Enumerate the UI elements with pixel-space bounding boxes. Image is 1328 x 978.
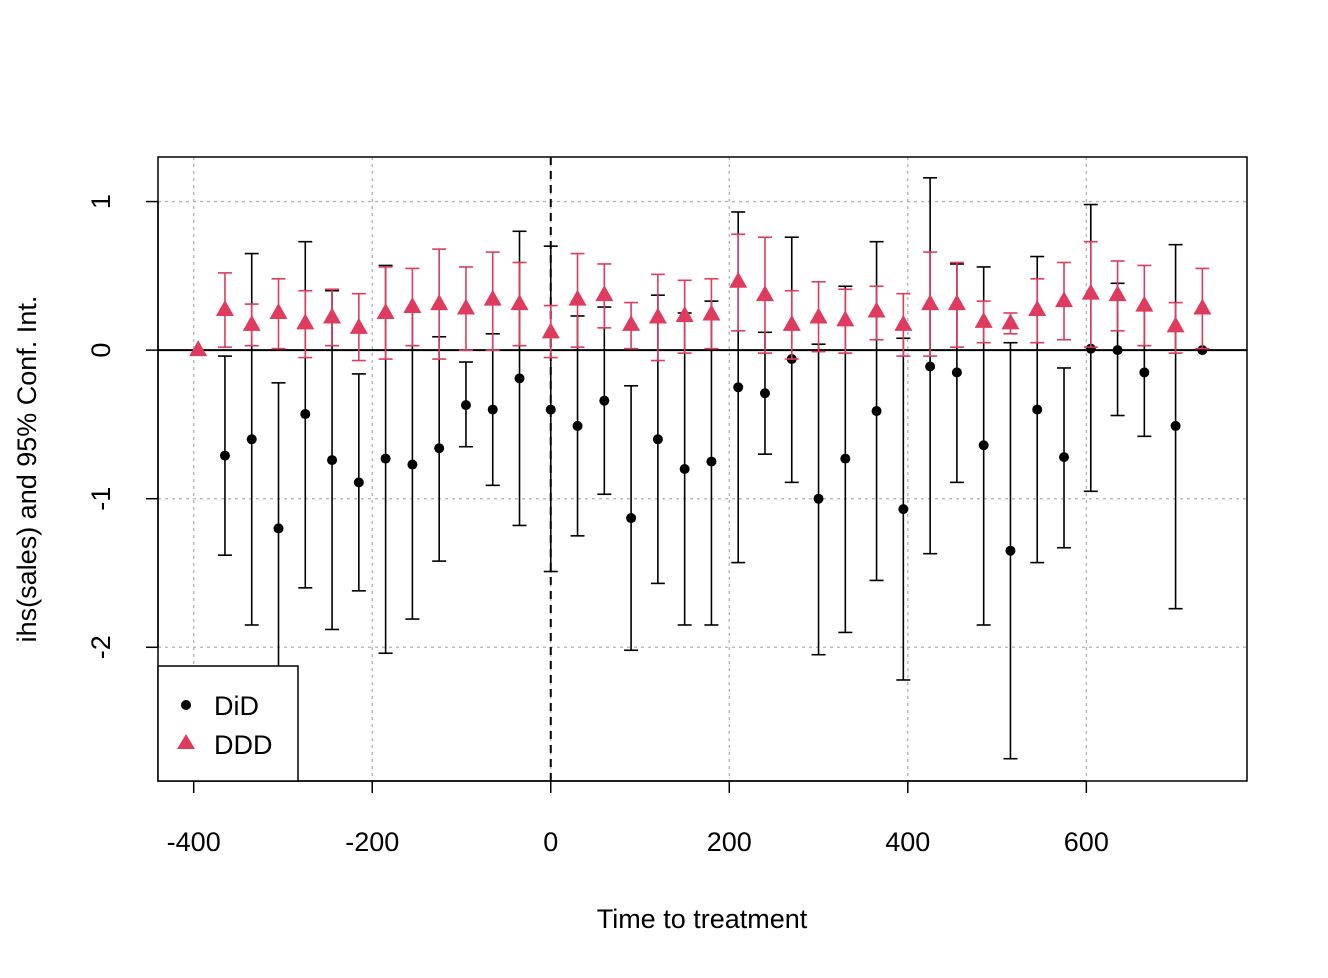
ddd-point: [648, 307, 667, 324]
ddd-point: [729, 271, 748, 288]
ddd-point: [1108, 285, 1127, 302]
y-tick-label: 1: [86, 194, 116, 209]
ddd-point: [755, 285, 774, 302]
legend-ddd-label: DDD: [214, 730, 273, 760]
ddd-point: [1001, 313, 1020, 330]
y-tick-label: -1: [86, 487, 116, 511]
ddd-point: [947, 294, 966, 311]
ddd-point: [1081, 283, 1100, 300]
did-point: [514, 373, 525, 384]
did-point: [759, 388, 770, 399]
did-point: [626, 513, 637, 524]
ddd-point: [510, 294, 529, 311]
did-point: [1112, 345, 1123, 356]
did-point: [978, 440, 989, 451]
ddd-point: [782, 314, 801, 331]
did-point: [545, 404, 556, 415]
did-point: [733, 382, 744, 393]
did-point: [246, 434, 257, 445]
did-point: [1085, 343, 1096, 354]
legend-ddd-marker: [177, 734, 195, 749]
did-point: [460, 400, 471, 411]
x-tick-label: -200: [345, 827, 399, 857]
did-point: [871, 406, 882, 417]
did-point: [300, 409, 311, 420]
did-point: [1139, 367, 1150, 378]
legend: DiD DDD: [157, 665, 299, 782]
ddd-point: [1193, 298, 1212, 315]
ddd-point: [1135, 295, 1154, 312]
ddd-point: [430, 294, 449, 311]
did-point: [898, 504, 909, 515]
x-tick-label: 0: [543, 827, 558, 857]
did-point: [487, 404, 498, 415]
ddd-point: [189, 340, 208, 357]
did-point: [273, 523, 284, 534]
ddd-point: [974, 311, 993, 328]
ddd-point: [403, 297, 422, 314]
did-point: [652, 434, 663, 445]
did-point: [1197, 345, 1208, 356]
ddd-point: [456, 298, 475, 315]
ddd-point: [675, 305, 694, 322]
ddd-point: [595, 285, 614, 302]
ddd-point: [541, 322, 560, 339]
ddd-point: [702, 304, 721, 321]
y-tick-label: -2: [86, 635, 116, 659]
ddd-point: [323, 307, 342, 324]
ddd-point: [269, 303, 288, 319]
ddd-point: [215, 300, 234, 317]
did-point: [353, 477, 364, 488]
did-point: [380, 453, 391, 464]
ddd-point: [1028, 300, 1047, 317]
x-tick-label: 600: [1064, 827, 1109, 857]
ddd-point: [867, 301, 886, 318]
series-ddd: [189, 233, 1212, 362]
did-point: [925, 361, 936, 372]
ddd-point: [1166, 316, 1185, 333]
axes: -400 -200 0 200 400 600 1 0 -1 -2: [86, 194, 1109, 857]
series: [189, 177, 1212, 760]
did-point: [572, 420, 583, 431]
ddd-point: [809, 307, 828, 324]
ddd-point: [921, 294, 940, 311]
did-point: [813, 493, 824, 504]
did-point: [327, 455, 338, 466]
did-point: [1059, 452, 1070, 463]
legend-box: [157, 665, 299, 782]
ddd-point: [568, 289, 587, 306]
x-axis-title: Time to treatment: [597, 904, 808, 934]
did-point: [951, 367, 962, 378]
did-point: [434, 443, 445, 454]
legend-did-marker: [181, 700, 191, 710]
y-tick-label: 0: [86, 343, 116, 358]
did-point: [1170, 420, 1181, 431]
ddd-point: [1055, 291, 1074, 308]
ddd-point: [242, 314, 261, 331]
x-tick-label: -400: [167, 827, 221, 857]
did-point: [840, 453, 851, 464]
did-point: [599, 395, 610, 406]
did-point: [407, 459, 418, 470]
ddd-point: [894, 314, 913, 331]
x-tick-label: 400: [885, 827, 930, 857]
did-point: [219, 450, 230, 461]
ddd-point: [349, 317, 368, 334]
did-point: [706, 456, 717, 467]
did-point: [1005, 545, 1016, 556]
legend-did-label: DiD: [214, 691, 259, 721]
ddd-point: [836, 310, 855, 327]
ddd-point: [376, 303, 395, 319]
ddd-point: [622, 314, 641, 331]
did-point: [1032, 404, 1043, 415]
y-axis-title: ihs(sales) and 95% Conf. Int.: [12, 296, 42, 643]
did-point: [679, 464, 690, 474]
ddd-point: [483, 289, 502, 306]
ddd-point: [296, 313, 315, 330]
x-tick-label: 200: [707, 827, 752, 857]
series-group: [189, 177, 1212, 760]
